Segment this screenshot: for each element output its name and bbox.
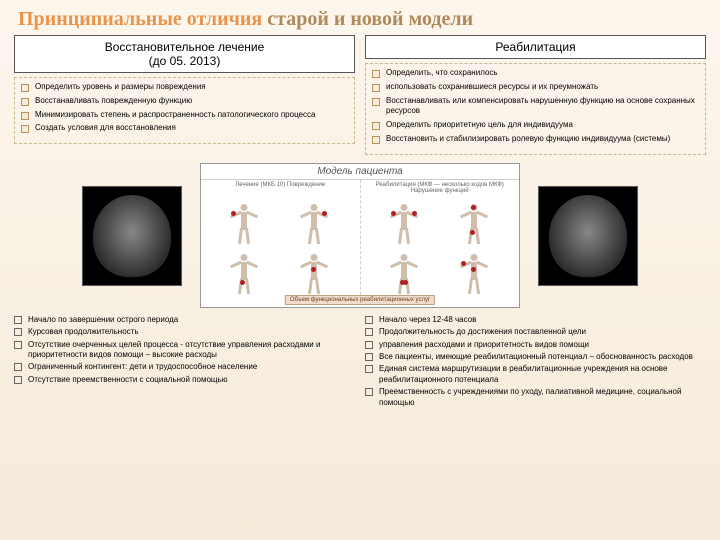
title-part1: Принципиальные отличия — [18, 8, 267, 30]
list-item: Определить приоритетную цель для индивид… — [372, 120, 699, 131]
right-upper-list: Определить, что сохранилось использовать… — [372, 68, 699, 145]
left-column: Восстановительное лечение (до 05. 2013) … — [14, 35, 355, 155]
lower-columns: Начало по завершении острого периода Кур… — [0, 315, 720, 410]
left-upper-list: Определить уровень и размеры повреждения… — [21, 82, 348, 134]
list-item: использовать сохранившиеся ресурсы и их … — [372, 82, 699, 93]
right-header: Реабилитация — [365, 35, 706, 59]
title-part2: старой и новой модели — [267, 8, 473, 30]
list-item: Преемственность с учреждениями по уходу,… — [365, 387, 706, 408]
left-header: Восстановительное лечение (до 05. 2013) — [14, 35, 355, 73]
list-item: Продолжительность до достижения поставле… — [365, 327, 706, 337]
list-item: Определить, что сохранилось — [372, 68, 699, 79]
model-sub-left-label: Лечение (МКБ 10) Повреждение — [203, 182, 358, 188]
right-lower-col: Начало через 12-48 часов Продолжительнос… — [365, 315, 706, 410]
left-lower-list: Начало по завершении острого периода Кур… — [14, 315, 355, 385]
right-lower-list: Начало через 12-48 часов Продолжительнос… — [365, 315, 706, 408]
model-title: Модель пациента — [201, 164, 519, 180]
upper-columns: Восстановительное лечение (до 05. 2013) … — [0, 35, 720, 155]
slide-title: Принципиальные отличия старой и новой мо… — [0, 0, 720, 35]
list-item: управления расходами и приоритетность ви… — [365, 340, 706, 350]
list-item: Отсутствие очерченных целей процесса - о… — [14, 340, 355, 361]
list-item: Восстанавливать поврежденную функцию — [21, 96, 348, 107]
list-item: Определить уровень и размеры повреждения — [21, 82, 348, 93]
brain-scan-right — [538, 186, 638, 286]
list-item: Восстанавливать или компенсировать наруш… — [372, 96, 699, 118]
list-item: Начало через 12-48 часов — [365, 315, 706, 325]
list-item: Все пациенты, имеющие реабилитационный п… — [365, 352, 706, 362]
patient-model-panel: Модель пациента Лечение (МКБ 10) Поврежд… — [200, 163, 520, 308]
model-left: Лечение (МКБ 10) Повреждение — [201, 180, 360, 305]
list-item: Восстановить и стабилизировать ролевую ф… — [372, 134, 699, 145]
left-lower-col: Начало по завершении острого периода Кур… — [14, 315, 355, 410]
list-item: Отсутствие преемственности с социальной … — [14, 375, 355, 385]
brain-scan-left — [82, 186, 182, 286]
model-right: Реабилитация (МКФ — несколько кодов МКФ)… — [360, 180, 520, 305]
model-footer-label: Объем функциональных реабилитационных ус… — [285, 295, 435, 305]
list-item: Ограниченный контингент: дети и трудоспо… — [14, 362, 355, 372]
list-item: Минимизировать степень и распространенно… — [21, 110, 348, 121]
model-sub-right-label: Реабилитация (МКФ — несколько кодов МКФ)… — [363, 182, 518, 194]
right-column: Реабилитация Определить, что сохранилось… — [365, 35, 706, 155]
middle-row: Модель пациента Лечение (МКБ 10) Поврежд… — [14, 161, 706, 311]
list-item: Курсовая продолжительность — [14, 327, 355, 337]
list-item: Начало по завершении острого периода — [14, 315, 355, 325]
right-upper-box: Определить, что сохранилось использовать… — [365, 63, 706, 155]
list-item: Единая система маршрутизации в реабилита… — [365, 364, 706, 385]
list-item: Создать условия для восстановления — [21, 123, 348, 134]
left-upper-box: Определить уровень и размеры повреждения… — [14, 77, 355, 144]
